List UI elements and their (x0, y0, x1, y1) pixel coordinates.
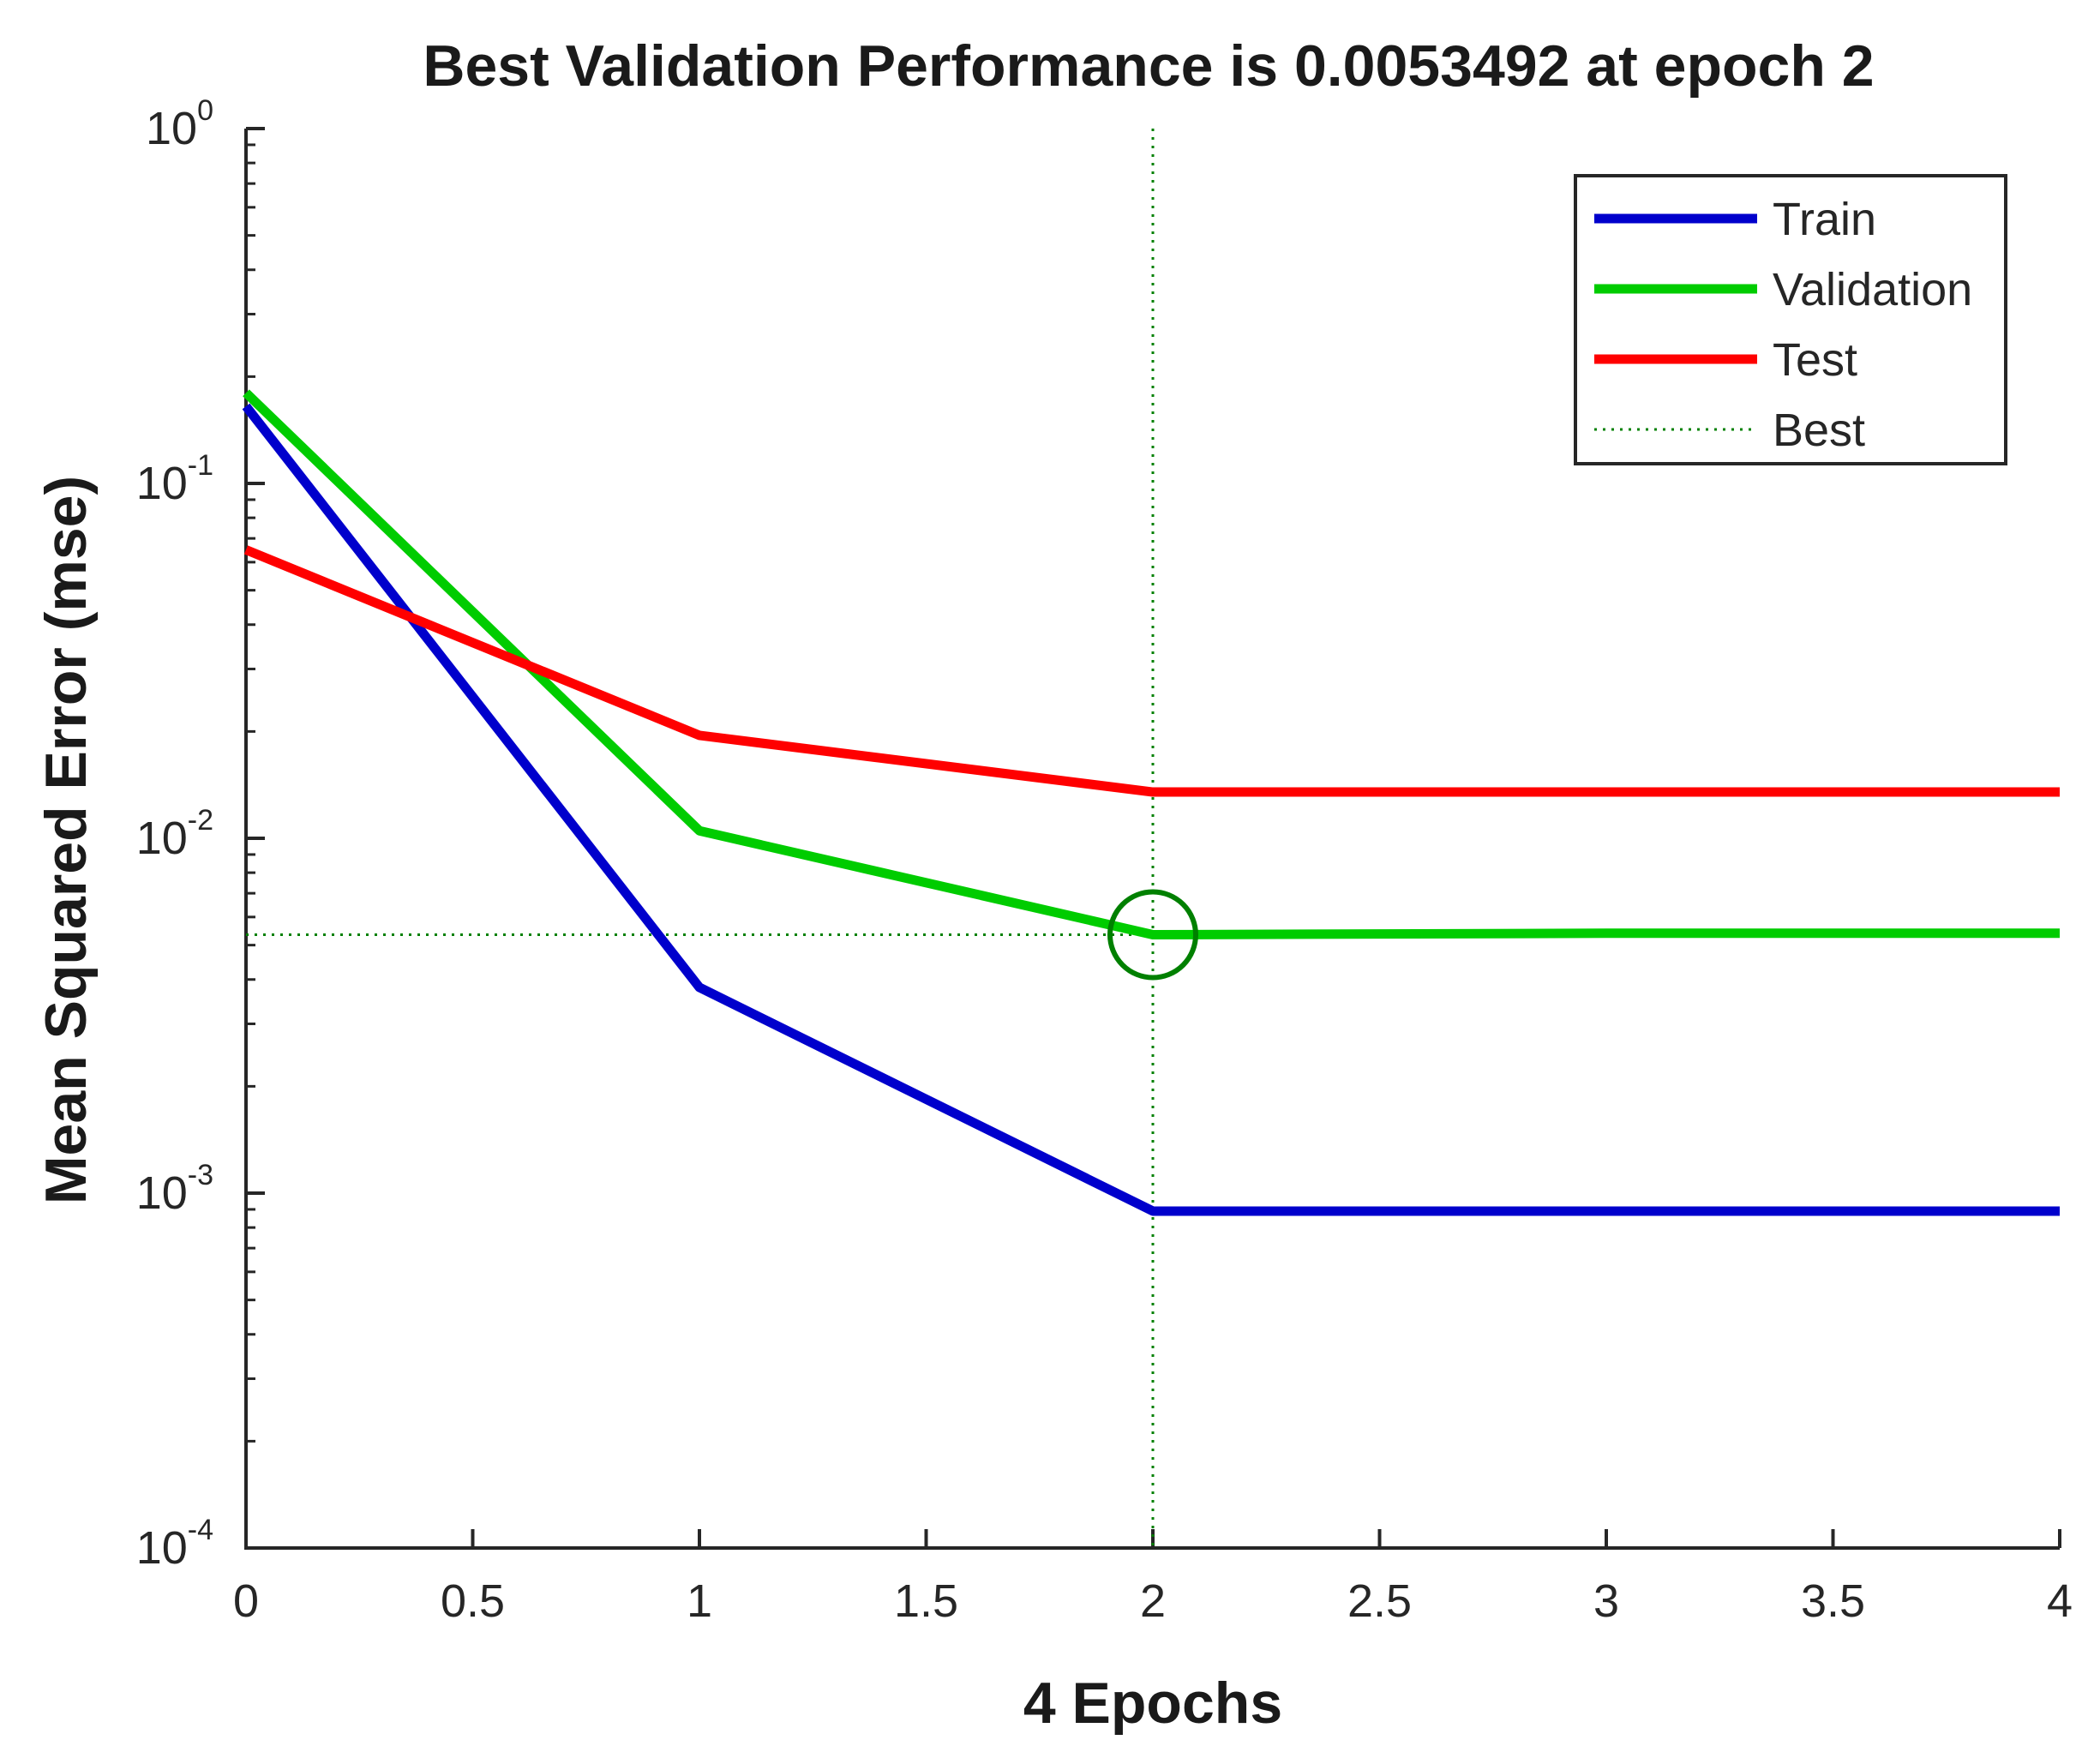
legend-entries: Train Validation Test Best (1594, 194, 1972, 456)
y-tick-base: 10 (136, 458, 188, 509)
legend-label-validation: Validation (1773, 264, 1972, 315)
legend-box (1574, 174, 2007, 465)
y-tick-label: 10-4 (136, 1514, 213, 1574)
best-marker-layer (1107, 889, 1198, 981)
best-marker-circle (1107, 889, 1198, 981)
y-tick-label: 10-3 (136, 1159, 213, 1219)
x-tick-label: 2 (1140, 1575, 1166, 1627)
series-line-test (243, 545, 2060, 797)
y-tick-base: 10 (136, 1522, 188, 1574)
legend-label-best: Best (1773, 405, 1865, 456)
x-tick-label: 1 (687, 1575, 712, 1627)
y-tick-label: 10-1 (136, 449, 213, 509)
x-ticks: 0 0.5 1 1.5 2 2.5 3 3.5 4 (233, 1529, 2073, 1627)
y-tick-base: 10 (136, 1167, 188, 1219)
series-line-train (242, 403, 2060, 1216)
best-lines (246, 129, 2060, 1548)
y-tick-exponent: -3 (188, 1159, 213, 1191)
y-tick-exponent: 0 (197, 94, 213, 127)
y-tick-label: 100 (146, 94, 213, 154)
x-tick-label: 2.5 (1347, 1575, 1412, 1627)
x-tick-label: 3 (1593, 1575, 1619, 1627)
y-axis-label: Mean Squared Error (mse) (33, 476, 99, 1204)
y-tick-base: 10 (146, 103, 197, 154)
legend-label-test: Test (1773, 334, 1857, 386)
series-line-validation (243, 389, 2060, 939)
y-tick-exponent: -2 (188, 804, 213, 837)
y-tick-exponent: -1 (188, 449, 213, 482)
x-tick-label: 1.5 (894, 1575, 958, 1627)
y-tick-label: 10-2 (136, 804, 213, 864)
legend: Train Validation Test Best (1574, 174, 2007, 465)
x-tick-label: 0 (233, 1575, 259, 1627)
y-tick-base: 10 (136, 813, 188, 864)
x-tick-label: 0.5 (441, 1575, 505, 1627)
series-lines (242, 389, 2060, 1216)
x-tick-label: 4 (2047, 1575, 2073, 1627)
x-tick-label: 3.5 (1801, 1575, 1865, 1627)
x-axis-label: 4 Epochs (1023, 1671, 1282, 1736)
chart-title: Best Validation Performance is 0.0053492… (423, 33, 1874, 99)
legend-label-train: Train (1773, 194, 1876, 245)
y-tick-exponent: -4 (188, 1514, 213, 1546)
